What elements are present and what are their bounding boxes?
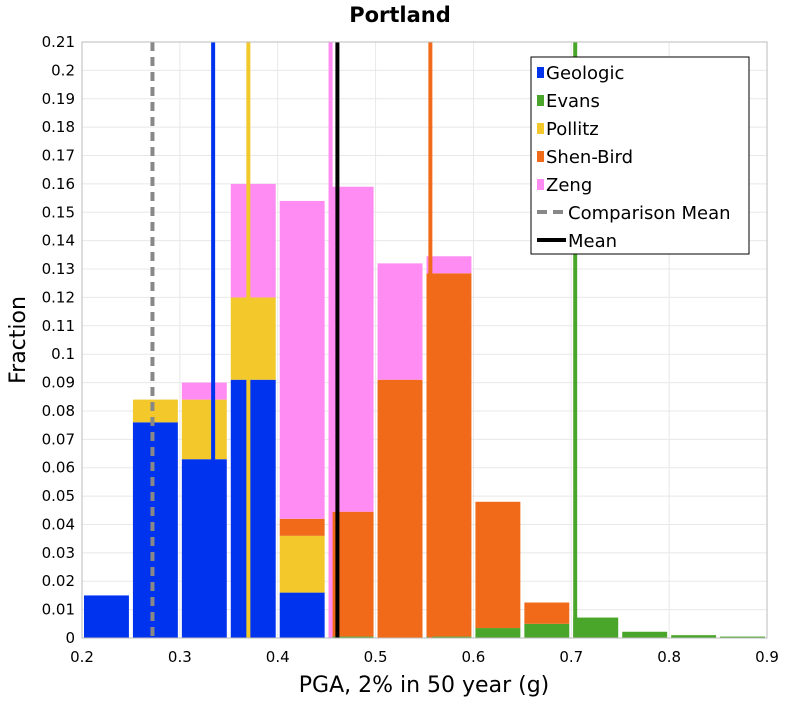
y-tick-label: 0.19 <box>42 90 75 108</box>
y-tick-label: 0.16 <box>42 175 75 193</box>
bar-evans <box>328 636 374 638</box>
bar-shen-bird <box>475 501 521 629</box>
y-tick-label: 0.06 <box>42 459 75 477</box>
y-axis-label: Fraction <box>6 296 31 384</box>
x-tick-label: 0.7 <box>559 648 583 666</box>
bars <box>84 183 765 638</box>
y-axis-ticks: 0 0.01 0.02 0.03 0.04 0.05 0.06 0.07 0.08 0.09 0.1… <box>42 33 75 647</box>
legend-box <box>530 56 750 255</box>
bar-pollitz <box>132 399 178 423</box>
x-axis-ticks: 0.2 0.3 0.4 0.5 0.6 0.7 0.8 0.9 <box>70 648 779 666</box>
y-tick-label: 0.15 <box>42 203 75 221</box>
bar-shen-bird <box>426 273 472 637</box>
bar-zeng <box>279 200 325 519</box>
y-tick-label: 0.08 <box>42 402 75 420</box>
bar-evans <box>475 628 521 638</box>
y-tick-label: 0.2 <box>51 61 75 79</box>
bar-zeng <box>377 263 423 380</box>
legend: Geologic Evans Pollitz Shen-Bird Zeng Compari… <box>530 56 750 255</box>
bar-geologic <box>230 379 276 638</box>
bar-evans <box>671 635 717 638</box>
y-tick-label: 0.03 <box>42 544 75 562</box>
legend-swatch-geologic <box>537 67 544 78</box>
y-tick-label: 0.11 <box>42 317 75 335</box>
y-tick-label: 0.21 <box>42 33 75 51</box>
bar-geologic <box>132 422 178 638</box>
bar-shen-bird <box>524 602 570 624</box>
bar-zeng <box>426 256 472 274</box>
y-tick-label: 0.1 <box>51 345 75 363</box>
bar-evans <box>573 617 619 638</box>
legend-label-pollitz: Pollitz <box>546 119 599 140</box>
y-tick-label: 0.09 <box>42 374 75 392</box>
bar-geologic <box>181 459 227 638</box>
x-tick-label: 0.3 <box>168 648 192 666</box>
y-tick-label: 0.12 <box>42 288 75 306</box>
legend-label-mean: Mean <box>568 231 617 252</box>
y-tick-label: 0.18 <box>42 118 75 136</box>
y-tick-label: 0.17 <box>42 147 75 165</box>
y-tick-label: 0.13 <box>42 260 75 278</box>
x-tick-label: 0.2 <box>70 648 94 666</box>
mean-lines <box>150 42 578 638</box>
legend-label-comparison-mean: Comparison Mean <box>568 203 731 224</box>
bar-evans <box>720 636 765 638</box>
x-tick-label: 0.8 <box>657 648 681 666</box>
y-tick-label: 0.05 <box>42 487 75 505</box>
legend-label-shen-bird: Shen-Bird <box>546 147 633 168</box>
bar-shen-bird <box>377 379 423 638</box>
y-tick-label: 0.14 <box>42 232 75 250</box>
bar-evans <box>426 636 472 638</box>
bar-pollitz <box>279 535 325 593</box>
bar-pollitz <box>230 297 276 380</box>
bar-zeng <box>181 382 227 400</box>
x-tick-label: 0.4 <box>266 648 290 666</box>
x-tick-label: 0.9 <box>755 648 779 666</box>
y-tick-label: 0 <box>65 629 75 647</box>
legend-label-evans: Evans <box>546 91 600 112</box>
bar-shen-bird <box>279 518 325 536</box>
bar-zeng <box>328 186 374 512</box>
x-tick-label: 0.6 <box>461 648 485 666</box>
legend-swatch-zeng <box>537 179 544 190</box>
y-tick-label: 0.04 <box>42 515 75 533</box>
legend-swatch-pollitz <box>537 123 544 134</box>
bar-evans <box>524 623 570 638</box>
x-axis-label: PGA, 2% in 50 year (g) <box>299 673 550 698</box>
legend-swatch-evans <box>537 95 544 106</box>
y-tick-label: 0.07 <box>42 430 75 448</box>
bar-geologic <box>84 595 129 638</box>
y-tick-label: 0.01 <box>42 601 75 619</box>
x-tick-label: 0.5 <box>364 648 388 666</box>
chart-title: Portland <box>349 3 451 27</box>
plot-frame <box>81 41 768 639</box>
bar-geologic <box>279 592 325 638</box>
y-tick-label: 0.02 <box>42 572 75 590</box>
bar-zeng <box>230 183 276 298</box>
legend-label-geologic: Geologic <box>546 63 624 84</box>
legend-swatch-shen-bird <box>537 151 544 162</box>
bar-shen-bird <box>328 511 374 637</box>
bar-evans <box>622 631 668 638</box>
legend-label-zeng: Zeng <box>546 175 592 196</box>
bar-pollitz <box>181 399 227 460</box>
